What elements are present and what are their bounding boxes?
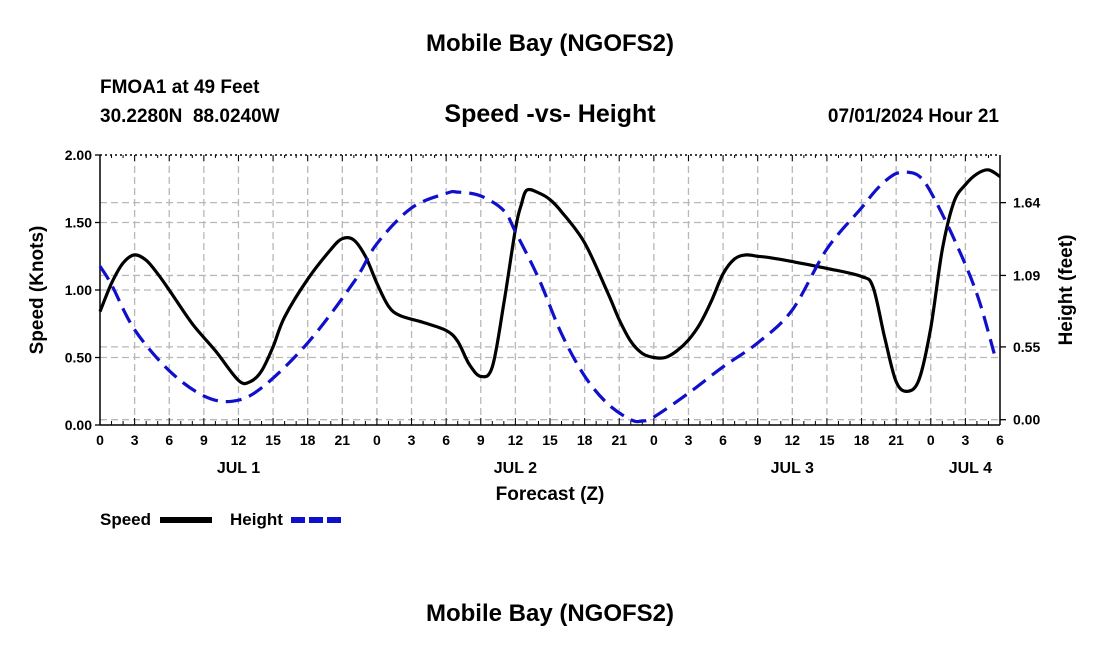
date-label: JUL 1 bbox=[217, 460, 260, 477]
x-tick-label: 18 bbox=[300, 432, 316, 448]
chart-title: Speed -vs- Height bbox=[444, 100, 656, 128]
y2-tick-label: 1.64 bbox=[1013, 195, 1040, 211]
x-tick-label: 6 bbox=[442, 432, 450, 448]
x-tick-label: 3 bbox=[685, 432, 693, 448]
height-series-line bbox=[98, 170, 996, 424]
footer-title: Mobile Bay (NGOFS2) bbox=[425, 600, 675, 627]
y-tick-label: 1.00 bbox=[65, 282, 92, 298]
x-tick-label: 3 bbox=[961, 432, 969, 448]
station-name: FMOA1 at 49 Feet bbox=[100, 77, 260, 98]
legend-label-speed: Speed bbox=[100, 510, 151, 529]
x-tick-label: 15 bbox=[542, 432, 558, 448]
page-title: Mobile Bay (NGOFS2) bbox=[425, 30, 675, 57]
y2-tick-label: 1.09 bbox=[1013, 267, 1040, 283]
x-tick-label: 0 bbox=[96, 432, 104, 448]
y2-axis-title: Height (feet) bbox=[1056, 235, 1077, 346]
forecast-datetime: 07/01/2024 Hour 21 bbox=[827, 106, 999, 127]
x-tick-label: 12 bbox=[785, 432, 801, 448]
y-tick-label: 2.00 bbox=[65, 147, 92, 163]
x-tick-label: 6 bbox=[719, 432, 727, 448]
legend-label-height: Height bbox=[230, 510, 283, 529]
x-tick-label: 9 bbox=[477, 432, 485, 448]
x-tick-label: 9 bbox=[200, 432, 208, 448]
x-tick-label: 21 bbox=[888, 432, 904, 448]
x-tick-label: 18 bbox=[577, 432, 593, 448]
x-tick-label: 12 bbox=[508, 432, 524, 448]
y-tick-label: 0.00 bbox=[65, 417, 92, 433]
date-label: JUL 4 bbox=[949, 460, 992, 477]
x-tick-label: 12 bbox=[231, 432, 247, 448]
x-tick-label: 3 bbox=[408, 432, 416, 448]
y2-tick-label: 0.55 bbox=[1013, 339, 1040, 355]
x-tick-label: 18 bbox=[854, 432, 870, 448]
x-tick-label: 0 bbox=[373, 432, 381, 448]
y-tick-label: 1.50 bbox=[65, 215, 92, 231]
x-tick-label: 6 bbox=[165, 432, 173, 448]
x-axis-title: Forecast (Z) bbox=[496, 484, 605, 505]
date-label: JUL 3 bbox=[771, 460, 814, 477]
y-tick-label: 0.50 bbox=[65, 350, 92, 366]
x-tick-label: 15 bbox=[265, 432, 281, 448]
x-tick-label: 9 bbox=[754, 432, 762, 448]
speed-series-line bbox=[98, 168, 1001, 393]
station-coordinates: 30.2280N 88.0240W bbox=[100, 106, 280, 127]
x-tick-label: 6 bbox=[996, 432, 1004, 448]
x-tick-label: 21 bbox=[335, 432, 351, 448]
x-tick-label: 21 bbox=[611, 432, 627, 448]
y2-tick-label: 0.00 bbox=[1013, 412, 1040, 428]
date-label: JUL 2 bbox=[494, 460, 537, 477]
x-tick-label: 0 bbox=[927, 432, 935, 448]
x-tick-label: 3 bbox=[131, 432, 139, 448]
x-tick-label: 15 bbox=[819, 432, 835, 448]
y-axis-title: Speed (Knots) bbox=[27, 226, 48, 355]
x-tick-label: 0 bbox=[650, 432, 658, 448]
